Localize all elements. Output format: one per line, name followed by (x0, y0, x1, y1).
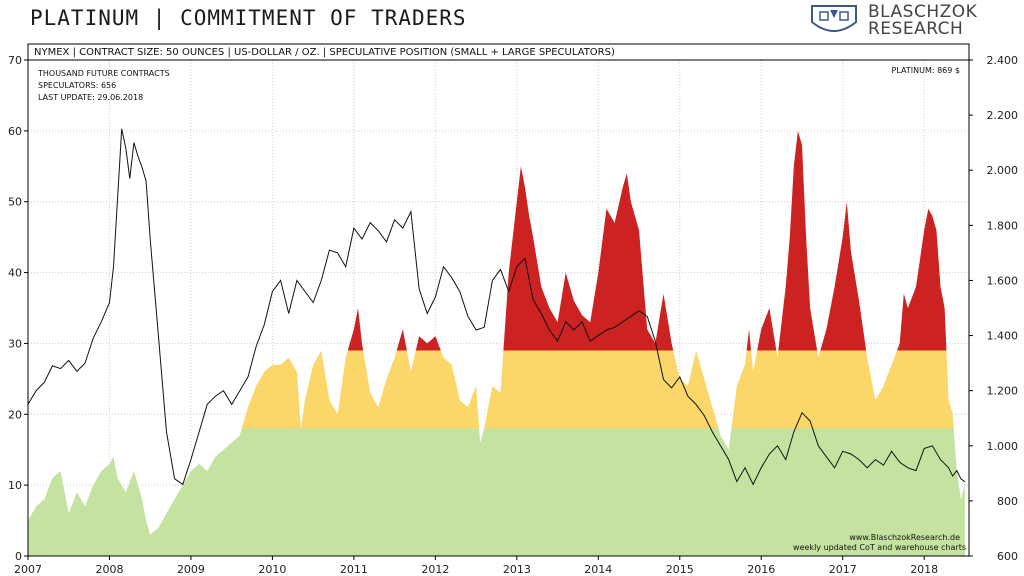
x-tick-label: 2009 (177, 563, 205, 576)
chart-subtitle: NYMEX | CONTRACT SIZE: 50 OUNCES | US-DO… (34, 47, 615, 58)
x-tick-label: 2014 (584, 563, 612, 576)
platinum-line (28, 128, 966, 486)
platinum-price-line (28, 128, 966, 486)
x-tick-label: 2008 (95, 563, 123, 576)
y-right-tick-label: 1.800 (987, 219, 1019, 232)
y-left-tick-label: 30 (8, 337, 22, 350)
plot-frame (27, 43, 970, 557)
x-tick-label: 2018 (910, 563, 938, 576)
y-right-tick-label: 1.600 (987, 274, 1019, 287)
y-right-tick-label: 800 (997, 495, 1018, 508)
website-annotation: www.BlaschzokResearch.de (849, 533, 960, 542)
y-left-tick-label: 50 (8, 196, 22, 209)
y-right-tick-label: 2.400 (987, 54, 1019, 67)
x-tick-label: 2015 (666, 563, 694, 576)
logo-line-1: BLASCHZOK (868, 2, 978, 22)
x-tick-label: 2016 (747, 563, 775, 576)
x-tick-label: 2017 (829, 563, 857, 576)
y-right-tick-label: 1.000 (987, 440, 1019, 453)
y-left-tick-label: 40 (8, 267, 22, 280)
y-right-tick-label: 2.200 (987, 109, 1019, 122)
x-tick-label: 2013 (503, 563, 531, 576)
y-axis-right: 600 800 1.000 1.200 1.400 1.600 1.800 2.000 2.20… (969, 54, 1018, 563)
y-left-tick-label: 70 (8, 54, 22, 67)
y-right-tick-label: 600 (997, 550, 1018, 563)
y-left-tick-label: 0 (15, 550, 22, 563)
speculators-annotation: SPECULATORS: 656 (38, 81, 116, 90)
page-title: PLATINUM | COMMITMENT OF TRADERS (30, 6, 467, 30)
y-left-tick-label: 60 (8, 125, 22, 138)
x-tick-label: 2012 (421, 563, 449, 576)
logo-emblem-icon (811, 5, 857, 32)
footer-annotation: weekly updated CoT and warehouse charts (793, 543, 966, 552)
unit-annotation: THOUSAND FUTURE CONTRACTS (37, 69, 170, 78)
platinum-price-annotation: PLATINUM: 869 $ (892, 66, 960, 75)
speculative-position-area (28, 130, 965, 556)
y-right-tick-label: 1.400 (987, 330, 1019, 343)
logo-line-2: RESEARCH (868, 19, 964, 39)
y-axis-left: 0 10 20 30 40 50 60 70 (8, 54, 28, 563)
position-area (28, 130, 965, 556)
x-tick-label: 2011 (340, 563, 368, 576)
x-tick-label: 2007 (14, 563, 42, 576)
y-right-tick-label: 2.000 (987, 164, 1019, 177)
last-update-annotation: LAST UPDATE: 29.06.2018 (38, 93, 143, 102)
x-tick-label: 2010 (258, 563, 286, 576)
x-axis: 2007 2008 2009 2010 2011 2012 2013 2014 2015 2016… (14, 556, 938, 576)
brand-logo: BLASCHZOK RESEARCH (806, 2, 1018, 42)
y-right-tick-label: 1.200 (987, 385, 1019, 398)
y-left-tick-label: 10 (8, 479, 22, 492)
y-left-tick-label: 20 (8, 408, 22, 421)
